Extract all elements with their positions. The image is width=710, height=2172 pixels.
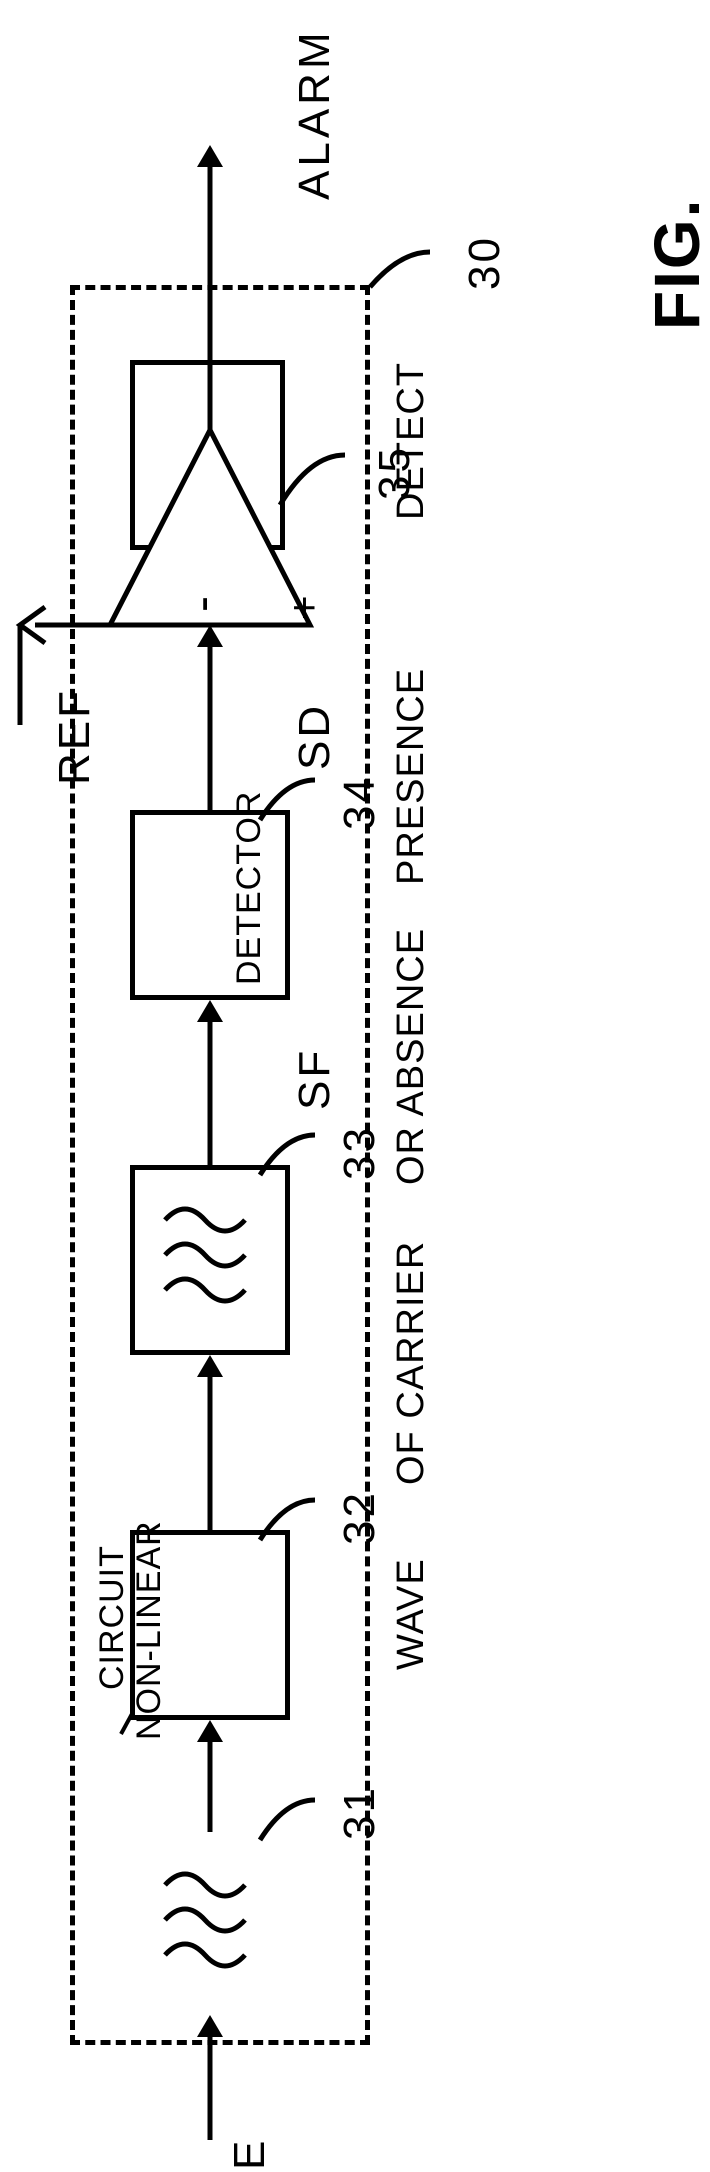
comparator-plus: + [280,594,328,620]
block-33-waves [155,1205,265,1315]
leader-31 [260,1800,330,1850]
arrow-33-34 [195,1000,225,1168]
leader-35 [280,455,360,515]
label-33: 33 [335,1125,385,1180]
label-32: 32 [335,1490,385,1545]
arrow-31-32 [195,1720,225,1832]
diagram-layer: 31 32 NON-LINEAR CIRCUIT 33 SF DETECTOR [0,0,710,2172]
label-34: 34 [335,775,385,830]
signal-sf: SF [290,1048,340,1110]
ref-label: REF [50,688,100,785]
block-31-waves [155,1870,265,1980]
sublabel-32-line2: CIRCUIT [93,1545,132,1690]
leader-32 [260,1500,330,1550]
sublabel-32-line1: NON-LINEAR [130,1520,169,1740]
signal-sd: SD [290,703,340,770]
leader-34 [260,780,330,830]
ref-vertical [15,625,25,725]
output-label-alarm: ALARM [290,28,340,200]
label-35: 35 [370,445,420,500]
label-31: 31 [335,1785,385,1840]
arrow-34-35 [195,625,225,813]
arrow-35-out [195,145,225,435]
comparator-minus: - [175,595,230,612]
arrow-32-33 [195,1355,225,1533]
tick-32 [121,1712,141,1742]
leader-33 [260,1135,330,1185]
